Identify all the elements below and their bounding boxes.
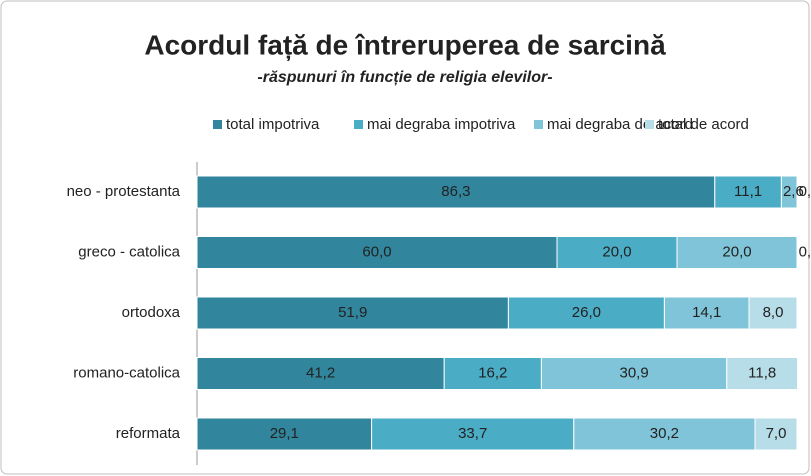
value-label: 41,2 <box>306 364 335 381</box>
value-label: 86,3 <box>441 183 470 200</box>
bar-segment <box>196 296 509 330</box>
value-label: 29,1 <box>270 425 299 442</box>
value-label: 0,0 <box>799 183 811 200</box>
value-label: 51,9 <box>338 304 367 321</box>
bar-segment <box>748 296 798 330</box>
bar-segment <box>556 236 678 269</box>
y-tick-label: romano-catolica <box>73 364 180 381</box>
legend-label: mai degraba de acord <box>547 116 693 133</box>
legend-swatch <box>213 120 222 129</box>
bar-segment <box>196 175 716 209</box>
value-label: 20,0 <box>722 243 751 260</box>
legend-swatch <box>645 120 654 129</box>
chart-title: Acordul față de întreruperea de sarcină <box>144 29 666 60</box>
value-label: 0,0 <box>799 243 811 260</box>
value-label: 7,0 <box>766 425 787 442</box>
bar-segment <box>573 417 756 451</box>
bar-segment <box>196 357 445 390</box>
value-label: 33,7 <box>458 425 487 442</box>
bar-segment <box>507 296 665 330</box>
legend-label: mai degraba impotriva <box>367 116 516 133</box>
bar-segment <box>663 296 750 330</box>
y-tick-label: neo - protestanta <box>67 183 181 200</box>
legend-swatch <box>534 120 543 129</box>
legend-label: total impotriva <box>226 116 320 133</box>
value-label: 16,2 <box>478 364 507 381</box>
value-label: 30,2 <box>650 425 679 442</box>
value-label: 2,6 <box>783 183 804 200</box>
bar-segment <box>754 417 798 451</box>
value-label: 11,1 <box>734 183 762 200</box>
y-tick-label: greco - catolica <box>78 243 180 260</box>
value-label: 11,8 <box>748 364 776 381</box>
y-tick-label: ortodoxa <box>122 304 181 321</box>
value-label: 20,0 <box>602 243 631 260</box>
value-label: 14,1 <box>692 304 721 321</box>
value-label: 30,9 <box>619 364 648 381</box>
y-tick-label: reformata <box>116 425 181 442</box>
bar-segment <box>726 357 799 390</box>
bar-segment <box>540 357 728 390</box>
value-label: 8,0 <box>763 304 784 321</box>
value-label: 60,0 <box>362 243 391 260</box>
value-label: 26,0 <box>572 304 601 321</box>
legend-swatch <box>354 120 363 129</box>
bar-segment <box>676 236 798 269</box>
bar-segment <box>443 357 542 390</box>
bar-segment <box>196 236 558 269</box>
chart-subtitle: -răspunuri în funcție de religia elevilo… <box>257 69 552 86</box>
legend-label: total de acord <box>658 116 749 133</box>
bar-segment <box>780 175 798 209</box>
